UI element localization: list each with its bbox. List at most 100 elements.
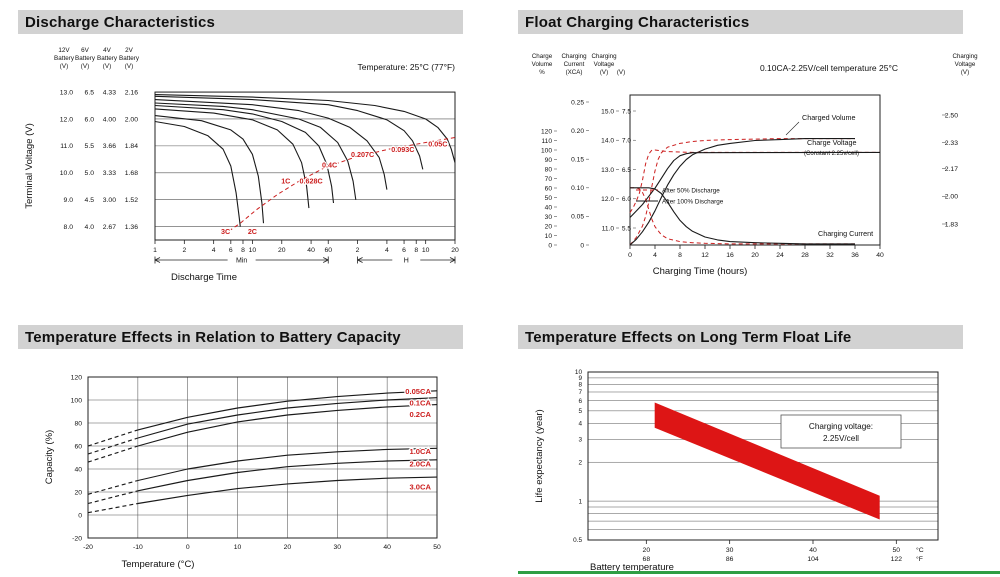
axis-header: Charging	[952, 53, 978, 60]
series-1.0CA-dashed	[87, 479, 139, 495]
temperature-annotation: Temperature: 25°C (77°F)	[357, 62, 455, 72]
series-charging-current-after-100	[630, 187, 855, 245]
arrowhead	[323, 257, 329, 263]
temperature-capacity-chart: 120 100 80 60 40 20 0 -20 -20 -10 0 10 20 30 40 50 0.05C…	[18, 355, 482, 577]
series-3.0CA	[137, 476, 438, 505]
series-0.628C	[154, 104, 335, 204]
series-label: 0.05CA	[405, 387, 431, 396]
y-tick-label: 60	[74, 443, 82, 450]
series-2.0CA	[137, 459, 438, 492]
x-tick-label: -10	[133, 544, 143, 551]
axis-column-header: (V)	[103, 63, 111, 70]
y-tick-label: 4.33	[103, 89, 116, 96]
series-2.0CA-dashed	[87, 490, 139, 505]
y-tick-label: 40	[74, 466, 82, 473]
curve-label-charging-current: Charging Current	[818, 229, 873, 238]
annotation-line-1: Charging voltage:	[809, 422, 873, 431]
y-tick-label: 5	[578, 408, 582, 415]
y-tick-label: 10	[575, 369, 583, 376]
panel-title-float-charging: Float Charging Characteristics	[518, 10, 963, 34]
axis-header: (V)	[600, 69, 608, 76]
series-0.05C	[154, 94, 456, 163]
x-tick-label: 20	[451, 247, 459, 254]
x-tick-label: 6	[402, 247, 406, 254]
axis-header: Current	[564, 61, 585, 68]
y-tick-label: 0.05	[571, 214, 584, 221]
x-tick-label: 20	[278, 247, 286, 254]
rate-label: 2C	[248, 227, 257, 236]
series-0.2CA	[137, 404, 438, 447]
y-tick-label: 0	[548, 242, 552, 249]
x-tick-label: 4	[385, 247, 389, 254]
footer-accent-line	[518, 571, 1000, 574]
knee-line	[222, 137, 456, 236]
x-axis-title: Discharge Time	[171, 272, 237, 283]
plot-frame	[154, 91, 456, 241]
y-tick-label: 11.0	[60, 143, 73, 150]
life-expectancy-band	[654, 402, 880, 520]
y-tick-label: 8.0	[64, 224, 74, 231]
rate-label: 3C	[221, 227, 230, 236]
y-tick-label: 4.00	[103, 116, 116, 123]
rate-label: 0.628C	[299, 177, 322, 186]
y-tick-label: 4.0	[85, 224, 95, 231]
x-tick-label: 28	[801, 252, 809, 259]
arrowhead	[154, 257, 161, 263]
x-tick-label: 20	[751, 252, 759, 259]
y-tick-label: 2.00	[125, 116, 138, 123]
panel-discharge-characteristics: Discharge Characteristics 12V Battery (V) 1…	[18, 10, 482, 290]
y-tick-label: 10	[545, 233, 553, 240]
float-charging-chart: Charge Volume% 120 110 100 90 80 70 60 50 40 30 20 10…	[518, 40, 996, 290]
axis-column-header: (V)	[81, 63, 89, 70]
axis-column-header: (V)	[60, 63, 68, 70]
y-tick-label: 2.16	[125, 89, 138, 96]
x-tick-label: 10	[249, 247, 257, 254]
x-tick-label: 1	[153, 247, 157, 254]
y-tick-label: 2.50	[945, 112, 958, 119]
panel-title-discharge: Discharge Characteristics	[18, 10, 463, 34]
y-tick-label: 7.5	[622, 108, 631, 115]
x-unit-label: Min	[236, 258, 247, 265]
series-charge-voltage-after-100	[629, 151, 881, 218]
series-0.2CA-dashed	[87, 445, 139, 463]
y-tick-label: 1.68	[125, 170, 138, 177]
x-tick-label-celsius: 20	[643, 547, 651, 554]
leader-line	[785, 121, 800, 136]
legend-label: After 100% Discharge	[662, 199, 724, 206]
x-tick-label: 32	[826, 252, 834, 259]
x-tick-label: 0	[628, 252, 632, 259]
axis-header: %	[539, 69, 545, 76]
y-tick-label: 4	[578, 421, 582, 428]
y-tick-label: 12.0	[601, 196, 614, 203]
float-charging-chart-svg: ChargeVolume%120110100908070605040302010…	[532, 53, 978, 277]
series-3.0CA-dashed	[87, 502, 139, 514]
x-tick-label: 8	[678, 252, 682, 259]
y-tick-label: 8	[578, 382, 582, 389]
series-1.0CA	[137, 447, 438, 482]
series-label: 1.0CA	[409, 447, 431, 456]
series-0.4C	[154, 102, 357, 200]
axis-header: (V)	[617, 69, 625, 76]
series-label: 0.1CA	[409, 398, 431, 407]
y-tick-label: 2	[578, 459, 582, 466]
y-tick-label: 100	[541, 147, 552, 154]
y-tick-label: 5.5	[85, 143, 95, 150]
series-0.093C	[154, 95, 424, 170]
x-tick-label: 6	[229, 247, 233, 254]
y-tick-label: 7.0	[622, 138, 631, 145]
x-tick-label: 40	[383, 544, 391, 551]
x-tick-label: 4	[212, 247, 216, 254]
y-tick-label: 2.00	[945, 194, 958, 201]
axis-column-header: Battery	[54, 55, 75, 62]
discharge-chart-svg: 12VBattery(V)13.012.011.010.09.08.06VBat…	[24, 47, 459, 283]
y-tick-label: 2.67	[103, 224, 116, 231]
y-axis-title: Life expectancy (year)	[534, 409, 545, 502]
plot-frame	[87, 376, 438, 539]
y-tick-label: 20	[545, 223, 553, 230]
y-tick-label: 14.0	[601, 138, 614, 145]
axis-column-header: Battery	[97, 55, 118, 62]
series-label: 0.2CA	[409, 410, 431, 419]
x-tick-label: 30	[334, 544, 342, 551]
y-tick-label: 0.10	[571, 185, 584, 192]
